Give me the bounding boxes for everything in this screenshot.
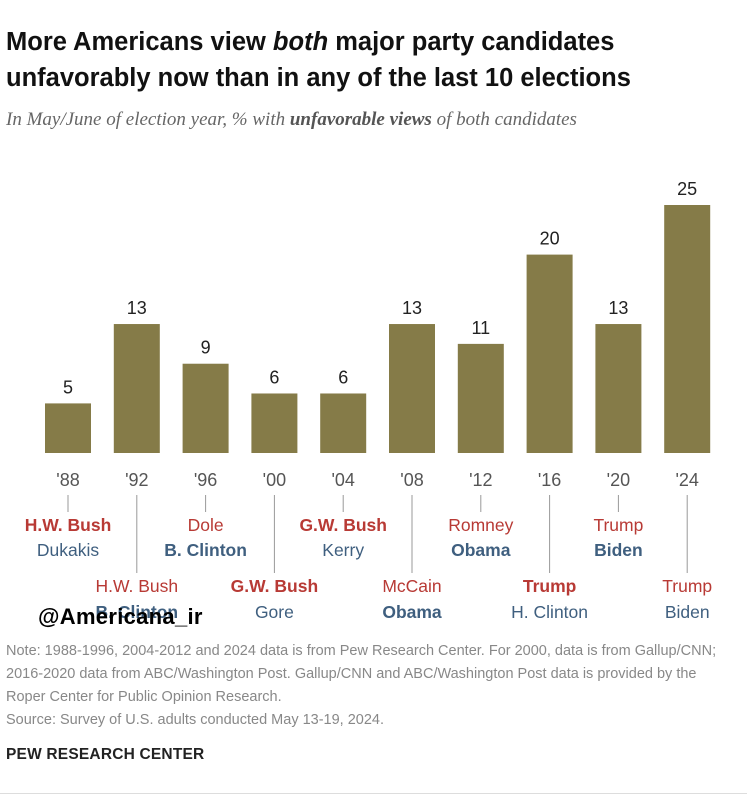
source-text: Source: Survey of U.S. adults conducted … (6, 712, 385, 728)
democratic-candidate: Kerry (322, 540, 364, 560)
bar (182, 363, 229, 453)
democratic-candidate: Gore (255, 602, 294, 622)
chart-subtitle: In May/June of election year, % with unf… (6, 106, 726, 134)
bar (320, 393, 367, 453)
subtitle-bold: unfavorable views (289, 109, 432, 130)
title-emphasis: both (272, 28, 329, 56)
bar (113, 324, 160, 453)
x-tick-label: '16 (538, 470, 561, 490)
republican-candidate: McCain (382, 576, 441, 596)
republican-candidate: Trump (523, 576, 576, 596)
x-tick-label: '96 (194, 470, 217, 490)
value-label: 9 (201, 338, 211, 358)
value-label: 13 (608, 298, 628, 318)
note-text: Note: 1988-1996, 2004-2012 and 2024 data… (6, 643, 717, 705)
democratic-candidate: Obama (382, 602, 442, 622)
value-label: 11 (471, 318, 490, 338)
bar-chart: 5 '88 H.W. Bush Dukakis 13 '92 H.W. Bush B. Cli… (25, 179, 712, 622)
x-tick-label: '12 (469, 470, 492, 490)
republican-candidate: H.W. Bush (25, 515, 112, 535)
subtitle-part1: In May/June of election year, % with (6, 109, 290, 130)
value-label: 6 (269, 367, 279, 387)
republican-candidate: H.W. Bush (95, 576, 178, 596)
value-label: 20 (540, 229, 560, 249)
value-label: 13 (127, 298, 147, 318)
bottom-divider (0, 793, 747, 794)
republican-candidate: Trump (593, 515, 643, 535)
x-tick-label: '04 (331, 470, 354, 490)
x-tick-label: '92 (125, 470, 148, 490)
republican-candidate: G.W. Bush (299, 515, 387, 535)
republican-candidate: Dole (188, 515, 224, 535)
republican-candidate: Romney (448, 515, 513, 535)
bar (457, 343, 504, 453)
bar (664, 205, 711, 453)
x-tick-label: '88 (56, 470, 79, 490)
republican-candidate: Trump (662, 576, 712, 596)
democratic-candidate: Biden (594, 540, 643, 560)
x-tick-label: '00 (263, 470, 286, 490)
subtitle-part2: of both candidates (431, 109, 577, 130)
value-label: 5 (63, 377, 73, 397)
democratic-candidate: Biden (665, 602, 710, 622)
value-label: 25 (677, 179, 697, 199)
brand-footer: PEW RESEARCH CENTER (6, 746, 205, 763)
bar (251, 393, 298, 453)
bar (389, 324, 435, 453)
x-tick-label: '20 (607, 470, 630, 490)
value-label: 13 (402, 298, 422, 318)
watermark: @Americana_ir (38, 604, 203, 629)
title-part1: More Americans view (6, 28, 273, 56)
value-label: 6 (338, 367, 348, 387)
democratic-candidate: B. Clinton (164, 540, 247, 560)
democratic-candidate: Dukakis (37, 540, 99, 560)
x-tick-label: '08 (400, 470, 423, 490)
chart-note: Note: 1988-1996, 2004-2012 and 2024 data… (6, 640, 736, 732)
bar (45, 403, 91, 453)
democratic-candidate: H. Clinton (511, 602, 588, 622)
bar (526, 254, 573, 453)
x-tick-label: '24 (675, 470, 698, 490)
bar (595, 324, 642, 453)
republican-candidate: G.W. Bush (231, 576, 319, 596)
title-part2: major party candidates unfavorably now t… (6, 28, 631, 92)
chart-title: More Americans view both major party can… (6, 24, 741, 96)
democratic-candidate: Obama (451, 540, 511, 560)
democratic-candidate: B. Clinton (95, 602, 178, 622)
